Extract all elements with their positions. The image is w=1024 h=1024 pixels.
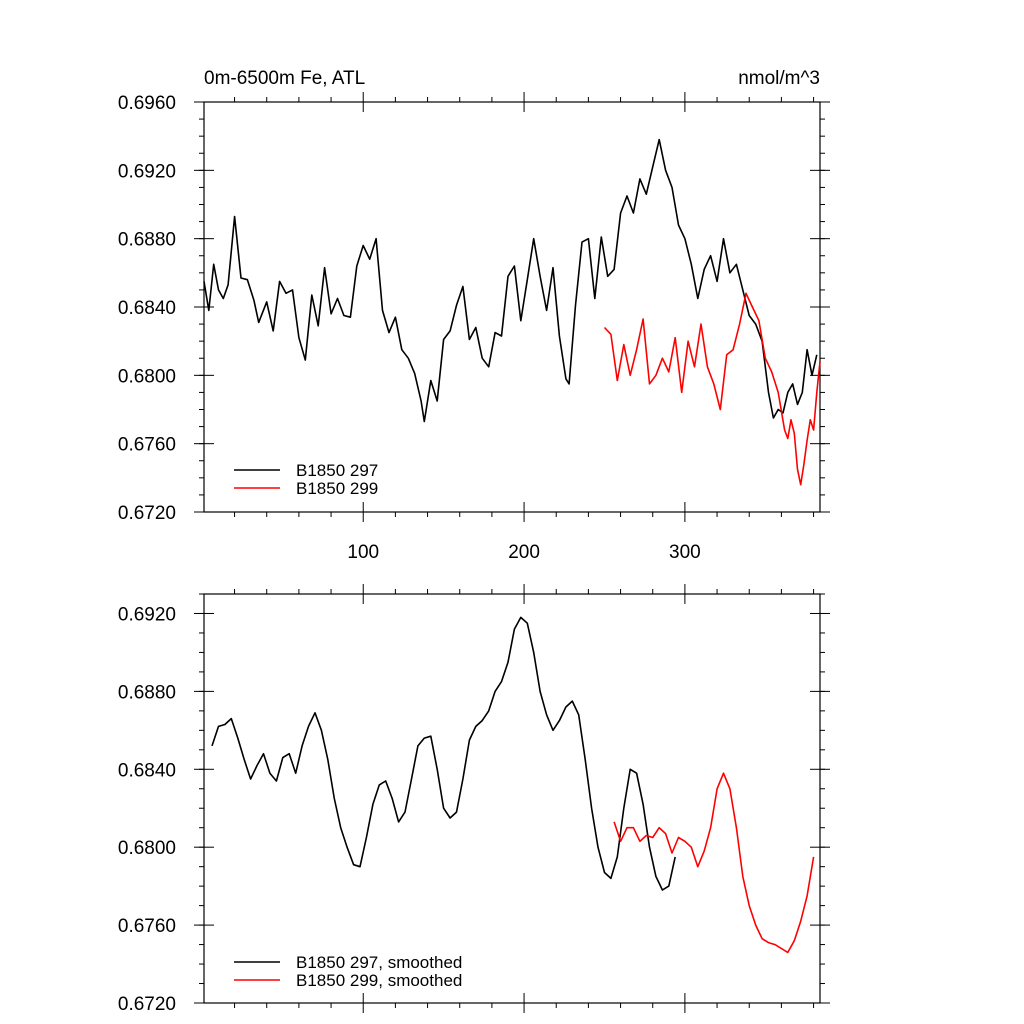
chart-title: 0m-6500m Fe, ATL [204, 68, 365, 89]
y-tick-label: 0.6760 [118, 435, 176, 456]
series-line-1 [211, 616, 676, 891]
bottom-panel: 0.6720 0.6760 0.6800 0.6840 0.6880 0.6920 B185… [118, 584, 830, 1015]
x-tick-label: 100 [347, 542, 379, 563]
y-tick-label: 0.6840 [118, 760, 176, 781]
units-label: nmol/m^3 [738, 68, 820, 89]
y-tick-label: 0.6880 [118, 682, 176, 703]
x-tick-label: 200 [508, 542, 540, 563]
y-tick-label: 0.6720 [118, 994, 176, 1015]
y-tick-label: 0.6840 [118, 298, 176, 319]
legend-label-1: B1850 297, smoothed [296, 953, 462, 972]
y-tick-label: 0.6720 [118, 503, 176, 524]
series-line-1 [203, 138, 818, 423]
series-line-2 [613, 772, 815, 954]
y-tick-label: 0.6760 [118, 916, 176, 937]
plot-frame [203, 101, 821, 513]
plot-frame [203, 593, 821, 1004]
legend-label-1: B1850 297 [296, 461, 378, 480]
y-tick-label: 0.6800 [118, 366, 176, 387]
y-tick-label: 0.6960 [118, 93, 176, 114]
y-tick-label: 0.6920 [118, 161, 176, 182]
y-tick-label: 0.6800 [118, 838, 176, 859]
series-line-2 [603, 292, 821, 486]
top-panel: 0m-6500m Fe, ATL nmol/m^3 0.6720 0.6760 0.… [118, 68, 830, 563]
x-tick-label: 300 [669, 542, 701, 563]
y-tick-label: 0.6880 [118, 230, 176, 251]
y-tick-label: 0.6920 [118, 604, 176, 625]
legend-label-2: B1850 299, smoothed [296, 971, 462, 990]
legend-label-2: B1850 299 [296, 479, 378, 498]
